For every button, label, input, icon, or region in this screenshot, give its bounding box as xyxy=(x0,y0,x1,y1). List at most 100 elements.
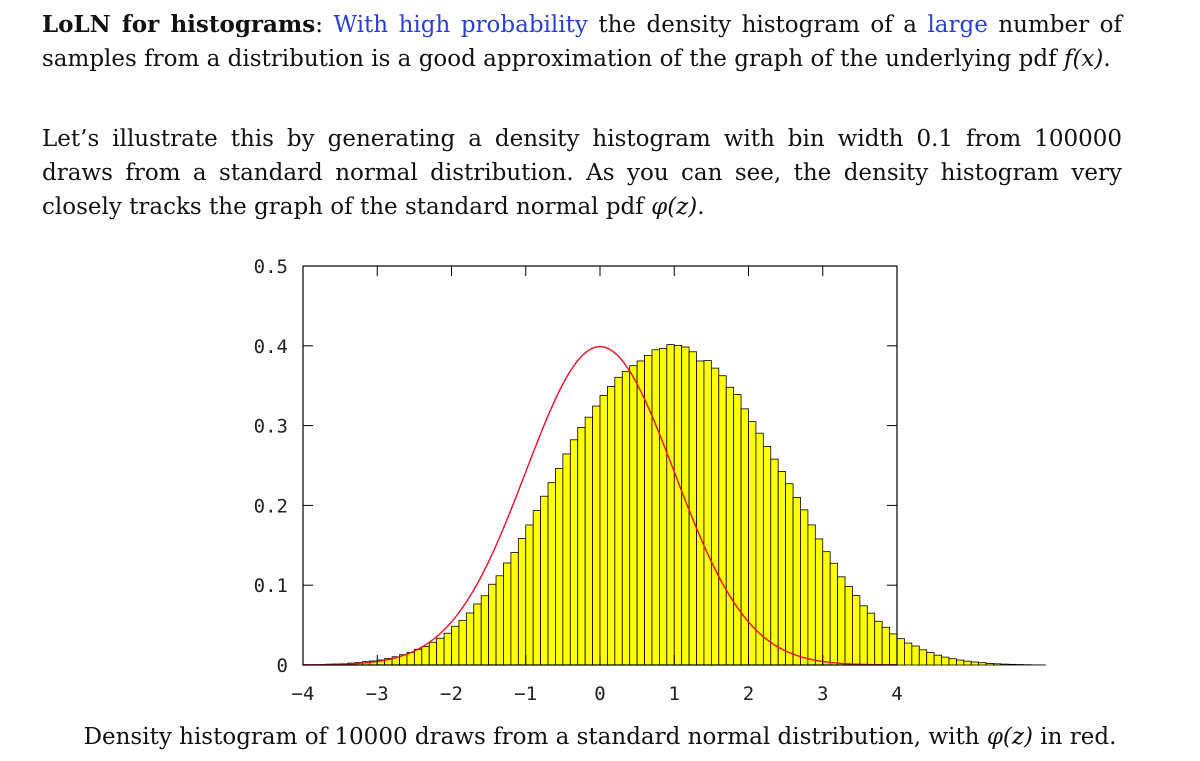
normal-pdf-curve xyxy=(302,345,898,666)
histogram-bar xyxy=(436,637,445,666)
histogram-bar xyxy=(948,658,957,666)
histogram-bar xyxy=(896,638,905,666)
histogram-bar xyxy=(659,348,668,666)
histogram-bar xyxy=(807,524,816,666)
histogram-bar xyxy=(458,619,467,666)
histogram-bar xyxy=(584,416,593,666)
histogram-bar xyxy=(473,603,482,666)
intro-text-1: the density histogram of a xyxy=(587,12,928,38)
x-tick-label: 2 xyxy=(743,683,754,705)
density-histogram-chart: −4 −3 −2 −1 0 1 2 3 4 0 0.1 0.2 0.3 0.4 0.5 xyxy=(254,256,1046,705)
intro-paragraph: LoLN for histograms: With high probabili… xyxy=(42,8,1122,76)
illustration-end: . xyxy=(697,194,705,220)
intro-math-fx: f(x) xyxy=(1063,46,1104,72)
y-tick-label: 0.4 xyxy=(254,336,288,358)
histogram-bar xyxy=(852,595,861,666)
illustration-paragraph: Let’s illustrate this by generating a de… xyxy=(42,122,1122,224)
histogram-bar xyxy=(465,612,475,666)
histogram-bar xyxy=(844,586,853,666)
histogram-bar xyxy=(421,646,430,666)
histogram-bar xyxy=(740,408,749,666)
histogram-bar xyxy=(428,641,438,666)
histogram-bar xyxy=(569,439,579,666)
histogram-bar xyxy=(621,370,631,666)
illustration-math-phi: φ(z) xyxy=(651,194,698,220)
histogram-bar xyxy=(413,648,423,666)
histogram-bar xyxy=(792,497,801,666)
histogram-bar xyxy=(918,649,928,666)
x-tick-label: −4 xyxy=(292,683,315,705)
heading-colon: : xyxy=(315,12,334,38)
histogram-bar xyxy=(651,349,660,666)
histogram-bar xyxy=(904,642,913,666)
x-axis-tick-labels: −4 −3 −2 −1 0 1 2 3 4 xyxy=(292,683,903,705)
link-high-probability[interactable]: With high probability xyxy=(333,12,588,38)
histogram-bar xyxy=(941,656,950,666)
histogram-bar xyxy=(933,654,942,666)
x-tick-label: −2 xyxy=(440,683,463,705)
y-tick-label: 0 xyxy=(277,655,288,677)
caption-text: Density histogram of 10000 draws from a … xyxy=(83,724,987,750)
histogram-bar xyxy=(503,562,512,666)
x-tick-label: −1 xyxy=(514,683,537,705)
intro-text-2: number of samples from a distribution is… xyxy=(42,12,1122,72)
histogram-bar xyxy=(993,663,1002,666)
histogram-bar xyxy=(495,575,504,666)
histogram-bar xyxy=(956,659,965,666)
histogram-bar xyxy=(517,538,527,666)
histogram-bar xyxy=(673,344,683,666)
histogram-bar xyxy=(451,625,460,666)
histogram-bar xyxy=(859,605,868,666)
histogram-bar xyxy=(963,660,972,666)
y-tick-label: 0.1 xyxy=(254,575,288,597)
histogram-bars xyxy=(302,344,1046,666)
link-large[interactable]: large xyxy=(927,12,988,38)
histogram-bar xyxy=(822,551,831,666)
y-tick-label: 0.5 xyxy=(254,256,288,278)
histogram-bar xyxy=(785,483,794,666)
y-axis-tick-labels: 0 0.1 0.2 0.3 0.4 0.5 xyxy=(254,256,288,677)
histogram-bar xyxy=(777,471,787,666)
histogram-bar xyxy=(666,344,675,666)
axis-ticks xyxy=(303,266,897,665)
x-tick-label: 3 xyxy=(817,683,828,705)
histogram-bar xyxy=(629,365,638,666)
caption-text-end: in red. xyxy=(1032,724,1117,750)
histogram-bar xyxy=(926,652,935,666)
histogram-bar xyxy=(540,495,549,666)
histogram-bar xyxy=(547,482,556,666)
histogram-bar xyxy=(480,595,490,666)
histogram-bar xyxy=(837,576,846,666)
figure-caption: Density histogram of 10000 draws from a … xyxy=(0,724,1200,750)
histogram-bar xyxy=(510,552,519,666)
x-tick-label: 0 xyxy=(594,683,605,705)
intro-end: . xyxy=(1103,46,1111,72)
histogram-bar xyxy=(562,453,571,666)
histogram-bar xyxy=(725,386,735,666)
histogram-bar xyxy=(636,360,645,666)
histogram-bar xyxy=(762,445,772,666)
histogram-bar xyxy=(614,376,623,666)
histogram-bar xyxy=(770,458,779,666)
histogram-bar xyxy=(1007,663,1017,666)
histogram-bar xyxy=(718,375,727,666)
caption-math-phi: φ(z) xyxy=(986,724,1033,750)
histogram-bar xyxy=(889,633,898,666)
histogram-bar xyxy=(866,612,876,666)
histogram-bar xyxy=(703,360,712,666)
histogram-bar xyxy=(978,662,987,666)
histogram-bar xyxy=(488,583,497,666)
histogram-bar xyxy=(688,351,697,666)
y-tick-label: 0.3 xyxy=(254,416,288,438)
histogram-bar xyxy=(443,632,452,666)
illustration-text: Let’s illustrate this by generating a de… xyxy=(42,126,1122,220)
histogram-bar xyxy=(829,562,838,666)
histogram-bar xyxy=(911,645,920,666)
paragraph-heading: LoLN for histograms xyxy=(42,11,316,38)
histogram-bar xyxy=(814,538,824,666)
histogram-bar xyxy=(881,626,890,666)
histogram-bar xyxy=(607,386,616,666)
histogram-bar xyxy=(599,395,608,666)
histogram-bar xyxy=(710,367,720,666)
histogram-bar xyxy=(733,394,742,666)
